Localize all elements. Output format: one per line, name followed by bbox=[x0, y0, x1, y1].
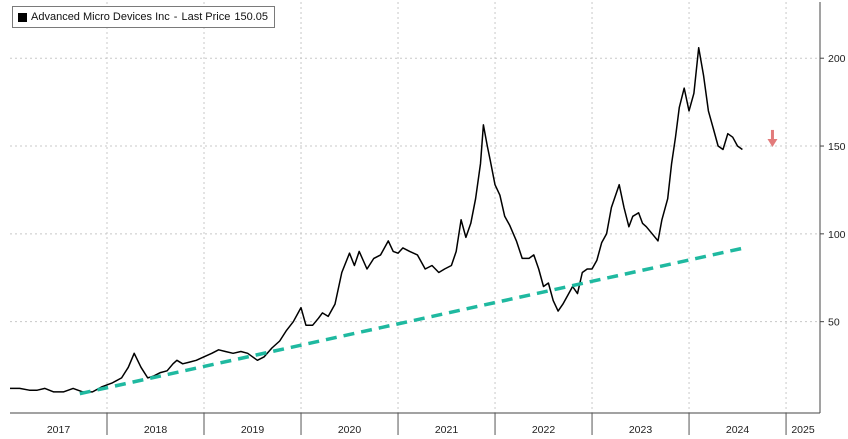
x-tick-label: 2023 bbox=[629, 424, 653, 436]
series-layer bbox=[10, 46, 745, 396]
arrow-shaft bbox=[770, 129, 774, 140]
x-tick-label: 2020 bbox=[338, 424, 362, 436]
arrow-head bbox=[767, 138, 778, 147]
y-tick-label: 100 bbox=[828, 229, 846, 241]
chart-legend: Advanced Micro Devices Inc - Last Price … bbox=[12, 6, 276, 28]
legend-value-label: Last Price bbox=[181, 11, 231, 23]
y-tick-label: 50 bbox=[828, 317, 840, 329]
down-arrow-icon bbox=[767, 129, 778, 147]
x-tick-label: 2024 bbox=[726, 424, 750, 436]
y-tick-label: 200 bbox=[828, 53, 846, 65]
legend-series-name: Advanced Micro Devices Inc bbox=[31, 11, 170, 23]
legend-separator: - bbox=[173, 11, 178, 23]
trend-line bbox=[79, 246, 745, 396]
legend-swatch bbox=[18, 12, 27, 22]
annotation-layer bbox=[767, 129, 778, 147]
price-line bbox=[10, 46, 743, 393]
gridlines bbox=[10, 2, 820, 413]
axes bbox=[10, 2, 821, 414]
x-tick-label: 2025 bbox=[791, 424, 815, 436]
x-tick-label: 2019 bbox=[241, 424, 265, 436]
legend-last-price: 150.05 bbox=[234, 11, 269, 23]
x-axis-ticks: 2017 2018 2019 2020 2021 2022 2023 2024 2025 bbox=[47, 413, 815, 436]
x-tick-label: 2021 bbox=[435, 424, 459, 436]
y-tick-label: 150 bbox=[828, 141, 846, 153]
y-axis-ticks: 50 100 150 200 bbox=[820, 53, 846, 329]
x-tick-label: 2018 bbox=[144, 424, 168, 436]
x-tick-label: 2017 bbox=[47, 424, 71, 436]
x-tick-label: 2022 bbox=[532, 424, 556, 436]
